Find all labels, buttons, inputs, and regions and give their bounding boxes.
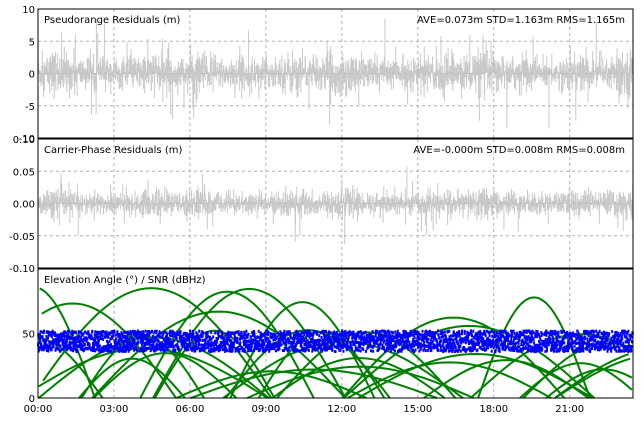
plot-area-1	[37, 18, 634, 129]
elevation-arc	[271, 356, 446, 399]
panel-3: 50 0 Elevation Angle (°) / SNR (dBHz)	[22, 268, 634, 405]
x-tick-label: 06:00	[176, 404, 205, 415]
y-tick-label: 0	[29, 394, 35, 405]
x-tick-label: 18:00	[479, 404, 508, 415]
panel-stats: AVE=-0.000m STD=0.008m RMS=0.008m	[413, 145, 625, 156]
y-tick-label: 50	[22, 330, 35, 341]
plot-area-2	[37, 167, 634, 245]
y-tick-label: 0	[29, 70, 35, 81]
y-tick-label: 5	[29, 37, 35, 48]
elevation-arc	[176, 370, 367, 399]
x-tick-label: 21:00	[555, 404, 584, 415]
elevation-arc	[545, 368, 633, 399]
x-tick-label: 00:00	[24, 404, 53, 415]
elevation-arc	[41, 302, 177, 399]
y-tick-label: -10	[19, 134, 35, 145]
elevation-arc	[78, 357, 186, 399]
panel-frame-2	[37, 138, 634, 269]
residual-series	[37, 18, 634, 129]
y-tick-label: -0.05	[9, 232, 35, 243]
elevation-arc	[554, 353, 630, 399]
elevation-arc	[91, 310, 346, 399]
y-tick-label: 0.05	[13, 167, 35, 178]
y-tick-label: 0.10	[13, 135, 35, 146]
elevation-arc	[39, 287, 96, 399]
elevation-arc	[92, 352, 238, 399]
panel-frame-3	[37, 268, 634, 399]
x-tick-label: 12:00	[327, 404, 356, 415]
y-tick-label: -0.10	[9, 264, 35, 275]
plot-area-3	[37, 287, 634, 399]
elevation-arc	[246, 365, 474, 399]
elevation-arc	[154, 329, 276, 399]
elevation-arc	[554, 357, 631, 399]
y-tick-label: 0.00	[13, 200, 35, 211]
x-tick-label: 09:00	[251, 404, 280, 415]
x-tick-label: 03:00	[100, 404, 129, 415]
y-tick-label: -5	[25, 102, 35, 113]
elevation-arc	[341, 316, 566, 399]
elevation-arc	[357, 352, 594, 399]
panel-title: Pseudorange Residuals (m)	[44, 15, 181, 26]
y-tick-label: 10	[22, 5, 35, 16]
x-tick-label: 15:00	[403, 404, 432, 415]
elevation-arc	[190, 368, 438, 399]
panel-1: 10 5 0 -5 -10 Pseudorange Residuals (m) AVE=0.…	[19, 5, 634, 145]
panel-2: 0.10 0.05 0.00 -0.05 -0.10 Carrier-Phase Resi…	[9, 135, 634, 275]
residual-series	[37, 167, 634, 245]
panel-title: Elevation Angle (°) / SNR (dBHz)	[44, 275, 206, 286]
panel-frame-1	[37, 8, 634, 139]
panel-title: Carrier-Phase Residuals (m)	[44, 145, 182, 156]
panel-stats: AVE=0.073m STD=1.163m RMS=1.165m	[417, 15, 625, 26]
